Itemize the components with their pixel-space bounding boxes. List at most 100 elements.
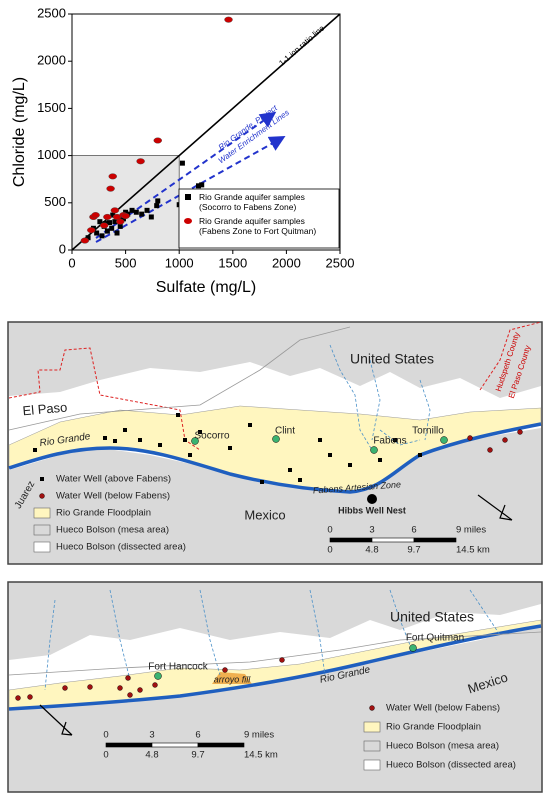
well-below — [137, 687, 143, 693]
arroyo — [329, 344, 373, 451]
well-above — [418, 453, 422, 457]
town — [409, 644, 417, 652]
town — [272, 435, 280, 443]
legend-entry: Rio Grande aquifer samples (Fabens Zone … — [181, 216, 337, 236]
x-tick-label: 0 — [68, 255, 75, 270]
point — [107, 220, 113, 226]
point — [94, 230, 100, 236]
arroyo — [309, 589, 326, 676]
well-above — [183, 438, 187, 442]
well-below — [467, 435, 473, 441]
point — [109, 225, 115, 231]
scale-label: 0 — [103, 750, 108, 761]
x-tick-label: 500 — [115, 255, 137, 270]
map-label: Mexico — [244, 507, 285, 522]
plot-frame — [71, 13, 341, 251]
town — [154, 672, 162, 680]
well-below — [15, 695, 21, 701]
arroyo — [44, 599, 56, 691]
scale-segment — [151, 742, 199, 748]
boundary — [8, 326, 351, 431]
point — [199, 182, 205, 188]
well-below — [222, 667, 228, 673]
legend-label: Rio Grande aquifer samples (Socorro to F… — [199, 192, 305, 212]
y-tick-label: 0 — [59, 241, 66, 256]
town — [191, 437, 199, 445]
county-line — [8, 347, 201, 451]
river — [8, 624, 542, 711]
y-tick-label: 1000 — [37, 147, 66, 162]
legend-label: Hueco Bolson (dissected area) — [56, 542, 186, 553]
scale-label: 0 — [327, 525, 332, 536]
y-tick-label: 1500 — [37, 100, 66, 115]
well-above — [123, 428, 127, 432]
scale-label: 9.7 — [191, 750, 204, 761]
legend-box — [178, 188, 340, 249]
point — [120, 216, 126, 222]
y-tick-label: 500 — [44, 194, 66, 209]
scale-label: 4.8 — [365, 545, 378, 556]
arroyo — [369, 359, 381, 441]
well-below — [27, 694, 33, 700]
enrichment-line — [95, 136, 286, 243]
legend-label: Hueco Bolson (dissected area) — [386, 760, 516, 771]
well-above — [298, 478, 302, 482]
north-arrow — [39, 704, 73, 736]
legend-symbol — [33, 507, 51, 519]
well-above — [188, 453, 192, 457]
well-above — [138, 438, 142, 442]
arroyo-fill — [212, 672, 252, 684]
scale-label: 9.7 — [407, 545, 420, 556]
annotation: 1-1 ion ratio line — [277, 23, 326, 67]
well-above — [318, 438, 322, 442]
point — [110, 212, 116, 218]
point — [114, 230, 120, 236]
town — [440, 436, 448, 444]
x-tick-label: 2000 — [272, 255, 301, 270]
point — [103, 213, 112, 220]
arroyo — [379, 429, 421, 446]
map-label: United States — [390, 609, 474, 625]
map-label: Tornillo — [412, 426, 444, 437]
legend-entry: Rio Grande aquifer samples (Socorro to F… — [181, 192, 337, 212]
legend-symbol — [369, 705, 375, 711]
legend-label: Hueco Bolson (mesa area) — [56, 525, 169, 536]
scale-label: 9 miles — [244, 730, 274, 741]
well-below — [279, 657, 285, 663]
map-label: Clint — [275, 426, 295, 437]
scale-label: 0 — [327, 545, 332, 556]
legend-symbol — [33, 541, 51, 553]
legend-label: Water Well (above Fabens) — [56, 474, 171, 485]
point — [179, 160, 185, 166]
point — [80, 237, 90, 244]
boundary — [8, 631, 542, 676]
point — [116, 218, 125, 225]
point — [99, 233, 105, 239]
point — [224, 16, 233, 23]
y-tick-label: 2000 — [37, 53, 66, 68]
well-below — [62, 685, 68, 691]
well-above — [248, 423, 252, 427]
well-above — [33, 448, 37, 452]
map-label: El Paso — [22, 400, 68, 419]
town — [370, 446, 378, 454]
arroyo — [109, 589, 131, 681]
scale-segment — [413, 537, 457, 543]
map-label: Fabens — [373, 436, 406, 447]
scale-segment — [371, 537, 415, 543]
legend-label: Rio Grande Floodplain — [56, 508, 151, 519]
well-above — [328, 453, 332, 457]
map-label: arroyo fill — [214, 674, 252, 684]
x-tick-label: 1000 — [165, 255, 194, 270]
county-line — [479, 321, 542, 391]
well-below — [502, 437, 508, 443]
well-above — [113, 439, 117, 443]
arroyo — [469, 589, 501, 636]
well-above — [198, 430, 202, 434]
point — [117, 223, 123, 229]
legend-label: Water Well (below Fabens) — [386, 703, 500, 714]
map-label: United States — [350, 351, 434, 367]
legend-label: Rio Grande aquifer samples (Fabens Zone … — [199, 216, 317, 236]
point — [144, 207, 150, 213]
well-below — [87, 684, 93, 690]
